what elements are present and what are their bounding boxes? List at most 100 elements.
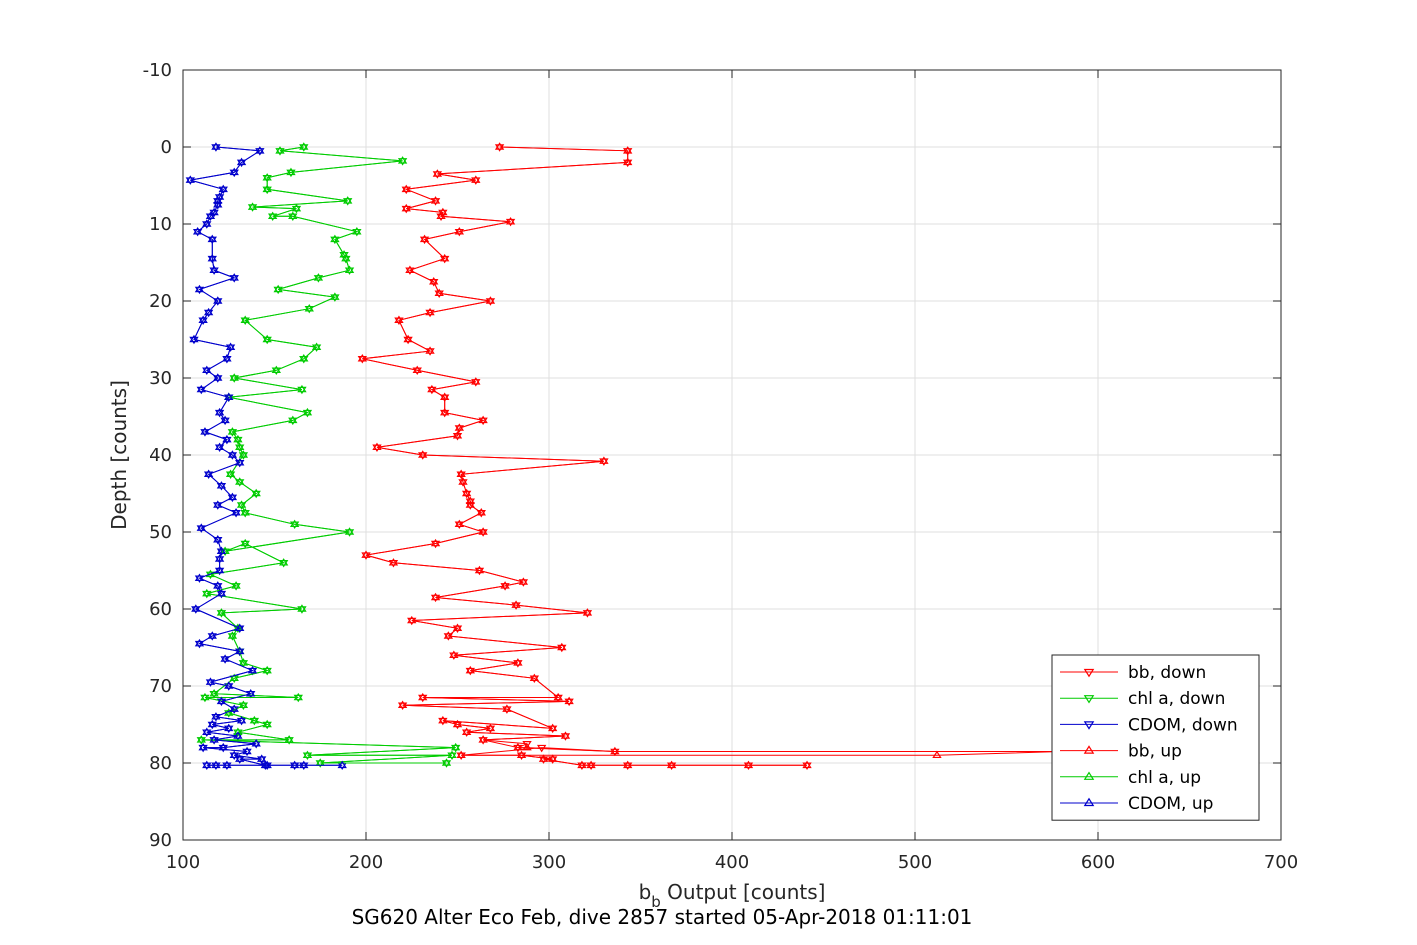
data-point xyxy=(213,373,223,381)
data-point xyxy=(213,196,223,204)
data-point xyxy=(553,692,563,701)
data-point xyxy=(405,265,415,273)
data-point xyxy=(235,754,245,762)
data-point xyxy=(211,760,221,769)
y-tick-label: 20 xyxy=(149,291,172,312)
data-point xyxy=(203,469,214,478)
data-point xyxy=(547,754,558,762)
data-point xyxy=(450,744,461,753)
data-point xyxy=(229,704,239,712)
series-bb-up xyxy=(357,142,1067,769)
data-point xyxy=(500,581,510,589)
data-point xyxy=(236,157,247,166)
data-point xyxy=(205,211,216,220)
data-point xyxy=(235,623,245,632)
data-point xyxy=(213,298,223,306)
data-point xyxy=(401,184,411,193)
x-tick-labels: 100 200 300 400 500 600 700 xyxy=(166,852,1298,873)
y-tick-label: 60 xyxy=(149,599,172,620)
x-axis-label-base: b xyxy=(639,880,652,904)
legend-label: bb, down xyxy=(1128,663,1206,683)
data-point xyxy=(401,203,411,212)
data-point xyxy=(456,471,466,479)
data-point xyxy=(236,502,247,510)
data-point xyxy=(262,175,272,183)
data-point xyxy=(454,519,465,528)
data-point xyxy=(202,221,212,229)
data-point xyxy=(311,342,322,350)
data-point xyxy=(227,427,238,435)
data-point xyxy=(403,334,413,343)
data-point xyxy=(436,211,446,220)
data-point xyxy=(743,760,754,769)
data-point xyxy=(225,469,236,478)
data-point xyxy=(267,211,278,220)
data-point xyxy=(216,548,227,556)
data-point xyxy=(202,588,212,597)
data-point xyxy=(227,633,238,641)
data-point xyxy=(224,392,234,401)
data-point xyxy=(478,527,488,535)
data-point xyxy=(529,675,540,684)
y-tick-label: 30 xyxy=(149,368,172,389)
data-point xyxy=(440,394,450,402)
data-point xyxy=(224,681,234,689)
data-point xyxy=(361,550,371,558)
data-point xyxy=(209,265,219,273)
data-point xyxy=(372,442,382,451)
data-point xyxy=(196,523,206,531)
data-point xyxy=(225,344,236,352)
x-tick-label: 300 xyxy=(532,852,566,873)
data-point xyxy=(397,702,408,710)
data-point xyxy=(418,452,428,460)
data-point xyxy=(452,625,463,633)
data-point xyxy=(610,746,620,755)
data-point xyxy=(286,167,296,176)
data-point xyxy=(586,762,596,771)
data-point xyxy=(557,642,567,651)
data-point xyxy=(440,253,450,262)
data-point xyxy=(394,317,404,325)
legend-marker xyxy=(1083,771,1095,780)
data-point xyxy=(599,458,609,466)
data-point xyxy=(192,226,203,235)
data-point xyxy=(231,508,241,516)
data-point xyxy=(207,253,217,262)
data-point xyxy=(225,342,236,350)
data-point xyxy=(447,750,457,759)
data-point xyxy=(262,334,272,343)
data-point xyxy=(564,698,574,707)
data-point xyxy=(251,739,261,747)
data-point xyxy=(299,762,309,771)
data-point xyxy=(529,673,540,682)
data-point xyxy=(236,159,247,168)
ticks xyxy=(182,69,1282,841)
data-point xyxy=(196,735,206,743)
data-point xyxy=(213,534,223,543)
legend-marker xyxy=(1083,695,1095,704)
data-point xyxy=(802,760,812,769)
y-axis-label: Depth [counts] xyxy=(107,380,131,530)
data-point xyxy=(222,434,232,443)
x-tick-label: 100 xyxy=(166,852,200,873)
data-point xyxy=(304,303,314,312)
data-point xyxy=(471,377,481,385)
data-point xyxy=(257,754,267,762)
x-axis-label-rest: Output [counts] xyxy=(661,880,826,904)
data-point xyxy=(429,278,439,287)
data-point xyxy=(513,658,523,666)
data-point xyxy=(288,211,298,220)
y-tick-label: 0 xyxy=(161,137,172,158)
data-point xyxy=(189,334,199,343)
data-point xyxy=(388,560,399,568)
data-point xyxy=(207,719,217,728)
data-point xyxy=(200,427,210,435)
data-point xyxy=(207,631,217,639)
data-point xyxy=(220,654,230,662)
legend-entry: chl a, down xyxy=(1060,689,1225,709)
data-point xyxy=(522,740,532,749)
data-point xyxy=(330,292,340,300)
data-point xyxy=(461,488,472,497)
data-point xyxy=(586,760,596,769)
